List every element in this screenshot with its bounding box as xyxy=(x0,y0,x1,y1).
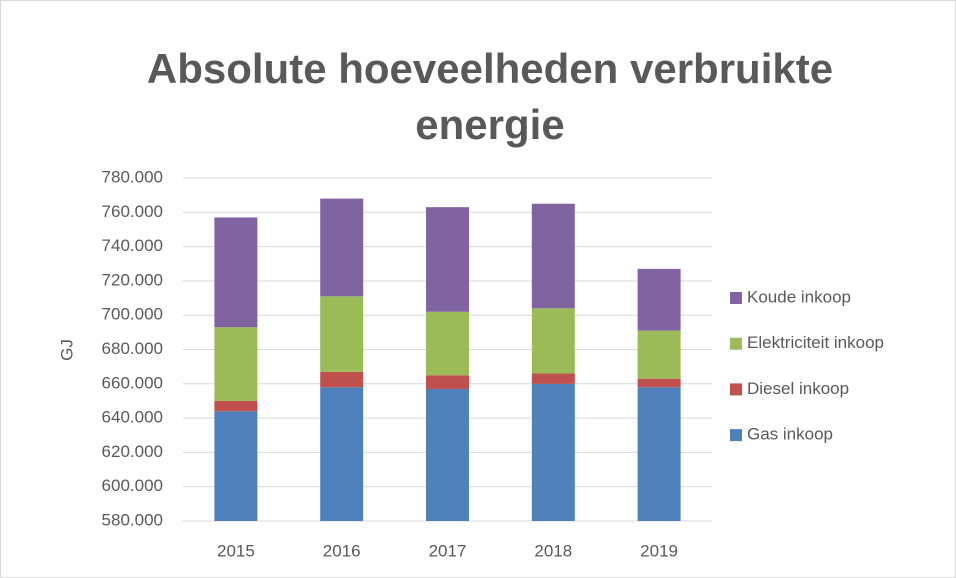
bar-segment xyxy=(531,308,575,374)
y-tick-label: 660.000 xyxy=(102,373,163,392)
bar-segment xyxy=(531,383,575,521)
y-tick-label: 600.000 xyxy=(102,476,163,495)
bar-segment xyxy=(320,387,364,521)
chart-title: energie xyxy=(415,101,564,148)
y-tick-label: 680.000 xyxy=(102,339,163,358)
legend-swatch xyxy=(730,292,742,304)
bar-segment xyxy=(214,411,258,521)
bar-segment xyxy=(320,198,364,297)
y-tick-label: 780.000 xyxy=(102,167,163,186)
bar-segment xyxy=(637,378,681,388)
bar-segment xyxy=(531,203,575,309)
bar-segment xyxy=(320,371,364,388)
bar-segment xyxy=(531,373,575,384)
x-tick-label: 2018 xyxy=(534,541,572,560)
y-tick-label: 620.000 xyxy=(102,442,163,461)
y-tick-label: 760.000 xyxy=(102,202,163,221)
bar-segment xyxy=(426,375,469,389)
y-tick-label: 700.000 xyxy=(102,305,163,324)
bar-segment xyxy=(426,388,469,521)
legend-swatch xyxy=(730,429,742,442)
legend-label: Elektriciteit inkoop xyxy=(747,333,884,352)
legend-label: Diesel inkoop xyxy=(747,379,849,398)
bar-segment xyxy=(426,207,469,312)
legend-label: Koude inkoop xyxy=(747,287,851,306)
bar-segment xyxy=(214,400,258,412)
legend-swatch xyxy=(730,383,742,396)
x-tick-label: 2017 xyxy=(429,541,467,560)
legend-swatch xyxy=(730,337,742,350)
x-tick-label: 2019 xyxy=(640,541,678,560)
legend-label: Gas inkoop xyxy=(747,425,833,444)
y-tick-label: 580.000 xyxy=(102,510,163,529)
bar-segment xyxy=(637,330,681,379)
bar-segment xyxy=(637,268,681,331)
bar-segment xyxy=(214,327,258,401)
bar-segment xyxy=(214,217,258,328)
bar-segment xyxy=(320,296,364,372)
x-tick-label: 2015 xyxy=(217,541,255,560)
y-tick-label: 720.000 xyxy=(102,270,163,289)
chart-title: Absolute hoeveelheden verbruikte xyxy=(147,45,833,92)
bar-segment xyxy=(426,311,469,376)
x-tick-label: 2016 xyxy=(323,541,361,560)
y-tick-label: 740.000 xyxy=(102,236,163,255)
y-axis-label: GJ xyxy=(57,339,76,361)
bar-segment xyxy=(637,387,681,521)
y-tick-label: 640.000 xyxy=(102,408,163,427)
